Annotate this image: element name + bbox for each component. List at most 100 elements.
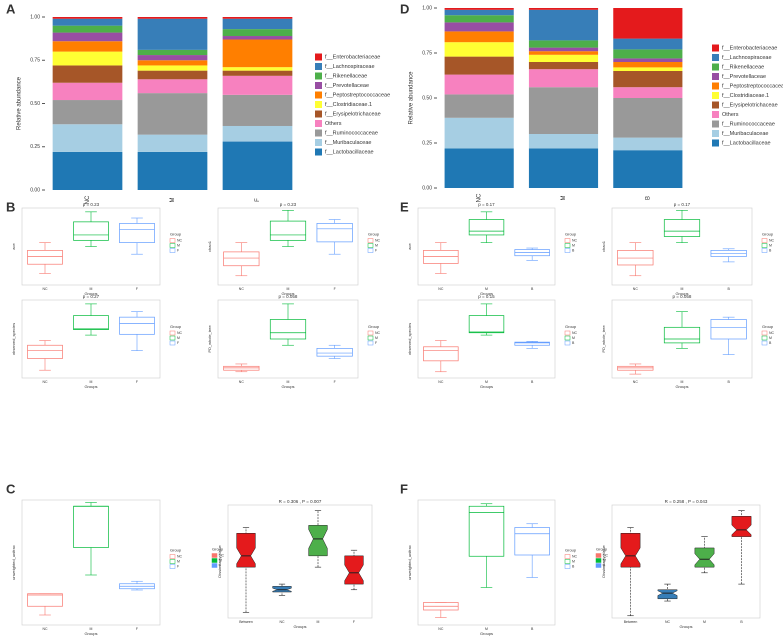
- box: [344, 555, 364, 585]
- legend-swatch: [315, 110, 322, 118]
- legend-title: Group: [565, 232, 577, 237]
- bar-segment: [528, 8, 599, 10]
- bar-segment: [528, 69, 599, 88]
- legend-label: F: [375, 248, 377, 252]
- x-tick-label: M: [561, 196, 567, 201]
- legend-swatch: [169, 564, 176, 569]
- x-tick-label: B: [531, 380, 534, 384]
- bar-segment: [444, 117, 514, 149]
- legend-swatch: [315, 129, 322, 137]
- legend-label: NC: [177, 238, 183, 242]
- x-axis-label: Groups: [679, 624, 692, 629]
- y-tick-label: 1.00: [30, 14, 40, 20]
- box: [119, 223, 155, 243]
- chart-title: p = 0.058: [279, 294, 298, 299]
- x-axis-label: Groups: [281, 384, 294, 389]
- bar-segment: [613, 87, 683, 98]
- panel-label: C: [6, 481, 16, 496]
- bar-segment: [222, 36, 293, 40]
- legend-swatch: [315, 101, 322, 108]
- legend-label: NC: [572, 331, 578, 335]
- legend-title: Group: [170, 548, 182, 553]
- x-axis-label: Groups: [84, 384, 97, 389]
- box: [663, 219, 701, 237]
- legend-label: B: [769, 341, 772, 345]
- box: [694, 547, 715, 568]
- x-tick-label: M: [485, 627, 488, 631]
- bar-segment: [137, 18, 208, 50]
- bar-segment: [613, 67, 683, 71]
- legend-title: Group: [368, 324, 380, 329]
- x-tick-label: M: [90, 380, 93, 384]
- x-tick-label: F: [136, 287, 138, 291]
- bar-segment: [137, 70, 208, 80]
- x-axis-label: Groups: [84, 631, 97, 636]
- plot-frame: [611, 207, 753, 286]
- bar-segment: [52, 41, 123, 52]
- bar-segment: [528, 54, 599, 62]
- legend-swatch: [564, 554, 571, 559]
- chart-title: R = 0.306 , P = 0.007: [279, 499, 322, 504]
- box: [423, 250, 459, 264]
- legend-label: M: [572, 336, 575, 340]
- bar-segment: [528, 51, 599, 55]
- bar-segment: [222, 18, 293, 30]
- legend-label: f__Lachnospiraceae: [325, 64, 375, 70]
- x-tick-label: NC: [477, 193, 483, 202]
- legend-label: f__Rikenellaceae: [325, 73, 367, 79]
- box: [73, 221, 109, 241]
- x-tick-label: M: [90, 627, 93, 631]
- x-tick-label: Between: [239, 620, 253, 624]
- bar-segment: [528, 9, 599, 41]
- x-tick-label: M: [485, 380, 488, 384]
- x-axis-label: Groups: [480, 291, 493, 296]
- legend-label: M: [769, 243, 772, 247]
- legend-label: NC: [603, 553, 609, 557]
- y-tick-label: 0.50: [422, 95, 432, 101]
- x-tick-label: B: [740, 620, 743, 624]
- legend-swatch: [595, 558, 602, 563]
- box: [119, 316, 155, 335]
- bar-segment: [444, 148, 514, 188]
- legend-swatch: [712, 44, 719, 52]
- legend-swatch: [211, 553, 218, 558]
- x-tick-label: M: [703, 620, 706, 624]
- y-axis-label: ace: [11, 243, 16, 250]
- legend-swatch: [315, 53, 322, 61]
- legend-label: f__Lachnospiraceae: [722, 55, 772, 61]
- bar-segment: [528, 62, 599, 70]
- x-tick-label: NC: [665, 620, 671, 624]
- legend-label: f__Ruminococcaceae: [722, 121, 775, 127]
- box: [236, 533, 256, 568]
- legend-label: B: [603, 563, 606, 567]
- bar-segment: [444, 15, 514, 23]
- legend-swatch: [315, 72, 322, 80]
- plot-frame: [417, 299, 556, 379]
- x-tick-label: NC: [633, 287, 639, 291]
- legend-label: NC: [769, 331, 775, 335]
- legend-swatch: [761, 330, 768, 336]
- bar-segment: [52, 25, 123, 33]
- y-tick-label: 0.50: [30, 101, 40, 107]
- bar-segment: [613, 38, 683, 50]
- legend-label: M: [769, 336, 772, 340]
- bar-segment: [444, 42, 514, 57]
- x-axis-label: Groups: [480, 631, 493, 636]
- legend-label: f__Prevotellaceae: [722, 74, 766, 80]
- bar-segment: [222, 17, 293, 19]
- x-axis-label: Groups: [480, 384, 493, 389]
- bar-segment: [222, 29, 293, 37]
- legend-title: Group: [565, 548, 577, 553]
- box: [269, 220, 307, 241]
- legend-title: Group: [170, 324, 182, 329]
- bar-segment: [613, 150, 683, 188]
- bar-segment: [222, 75, 293, 95]
- bar-segment: [444, 22, 514, 32]
- y-axis-label: Relative abundance: [409, 71, 415, 125]
- bar-segment: [137, 49, 208, 56]
- plot-frame: [217, 299, 359, 379]
- bar-segment: [52, 32, 123, 42]
- box: [617, 365, 654, 371]
- x-tick-label: M: [485, 287, 488, 291]
- legend-swatch: [367, 330, 374, 336]
